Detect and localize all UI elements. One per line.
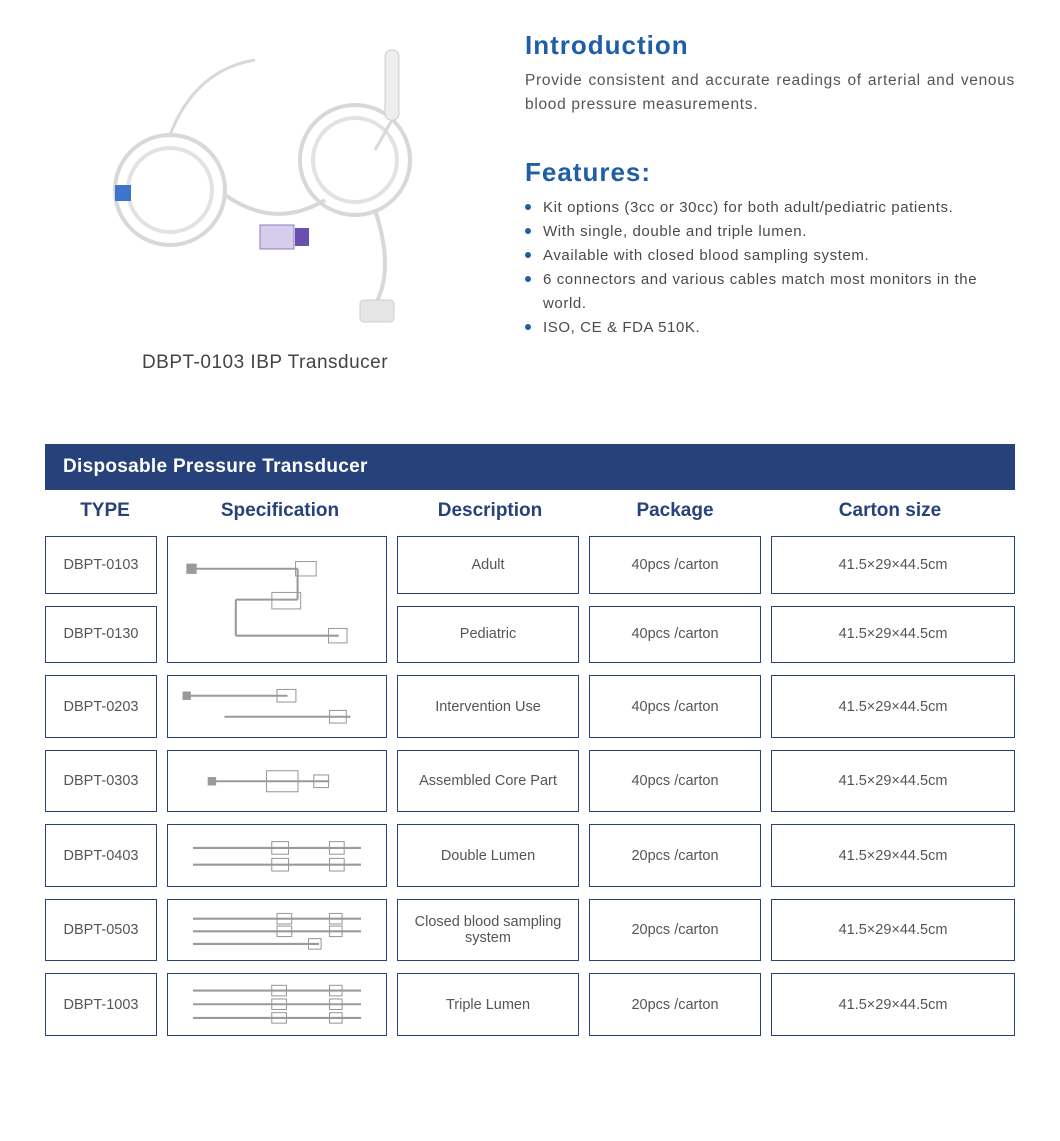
cell-type: DBPT-1003	[45, 973, 157, 1036]
header-spec: Specification	[165, 500, 395, 522]
spec-table: Disposable Pressure Transducer TYPE Spec…	[45, 444, 1015, 1036]
table-row: DBPT-0503 Closed blood sampling system 2…	[45, 899, 1015, 962]
top-section: DBPT-0103 IBP Transducer Introduction Pr…	[45, 30, 1015, 374]
product-sketch-svg	[75, 30, 455, 340]
cell-pkg: 20pcs /carton	[589, 973, 761, 1036]
cell-cart: 41.5×29×44.5cm	[771, 824, 1015, 887]
cell-desc: Adult	[397, 536, 579, 594]
cell-cart: 41.5×29×44.5cm	[771, 750, 1015, 813]
feature-item: ISO, CE & FDA 510K.	[525, 316, 1015, 340]
header-desc: Description	[395, 500, 585, 522]
intro-text: Provide consistent and accurate readings…	[525, 69, 1015, 117]
feature-item: Kit options (3cc or 30cc) for both adult…	[525, 196, 1015, 220]
table-row: DBPT-0403 Double Lumen 20pcs /carton 41.…	[45, 824, 1015, 887]
cell-type: DBPT-0203	[45, 675, 157, 738]
cell-spec-shared	[167, 536, 387, 663]
table-row: DBPT-0203 Intervention Use 40pcs /carton…	[45, 675, 1015, 738]
feature-item: With single, double and triple lumen.	[525, 220, 1015, 244]
spec-diagram-icon	[172, 829, 382, 882]
feature-item: 6 connectors and various cables match mo…	[525, 268, 1015, 316]
table-row: DBPT-0303 Assembled Core Part 40pcs /car…	[45, 750, 1015, 813]
cell-desc: Double Lumen	[397, 824, 579, 887]
feature-item: Available with closed blood sampling sys…	[525, 244, 1015, 268]
cell-pkg: 20pcs /carton	[589, 899, 761, 962]
text-column: Introduction Provide consistent and accu…	[525, 30, 1015, 374]
intro-heading: Introduction	[525, 30, 1015, 61]
header-cart: Carton size	[765, 500, 1015, 522]
cell-type: DBPT-0303	[45, 750, 157, 813]
features-list: Kit options (3cc or 30cc) for both adult…	[525, 196, 1015, 340]
product-image	[75, 30, 455, 340]
cell-desc: Assembled Core Part	[397, 750, 579, 813]
cell-type: DBPT-0103	[45, 536, 157, 594]
cell-cart: 41.5×29×44.5cm	[771, 973, 1015, 1036]
cell-spec	[167, 899, 387, 962]
cell-pkg: 40pcs /carton	[589, 750, 761, 813]
cell-spec	[167, 675, 387, 738]
table-title: Disposable Pressure Transducer	[45, 444, 1015, 490]
spec-diagram-icon	[172, 755, 382, 808]
spec-diagram-icon	[172, 978, 382, 1031]
cell-cart: 41.5×29×44.5cm	[771, 606, 1015, 664]
table-rows: DBPT-0103 DBPT-0130 Adult 40pcs /carton …	[45, 536, 1015, 1036]
cell-spec	[167, 750, 387, 813]
table-headers: TYPE Specification Description Package C…	[45, 490, 1015, 536]
cell-cart: 41.5×29×44.5cm	[771, 899, 1015, 962]
cell-pkg: 40pcs /carton	[589, 675, 761, 738]
cell-spec	[167, 973, 387, 1036]
cell-type: DBPT-0130	[45, 606, 157, 664]
table-row-group: DBPT-0103 DBPT-0130 Adult 40pcs /carton …	[45, 536, 1015, 663]
cell-cart: 41.5×29×44.5cm	[771, 675, 1015, 738]
spec-diagram-icon	[172, 904, 382, 957]
product-caption: DBPT-0103 IBP Transducer	[142, 352, 388, 374]
product-column: DBPT-0103 IBP Transducer	[45, 30, 485, 374]
cell-pkg: 20pcs /carton	[589, 824, 761, 887]
header-pkg: Package	[585, 500, 765, 522]
cell-spec	[167, 824, 387, 887]
table-row: DBPT-1003 Triple Lumen 20pcs /carton 41.…	[45, 973, 1015, 1036]
cell-desc: Pediatric	[397, 606, 579, 664]
cell-desc: Closed blood sampling system	[397, 899, 579, 962]
cell-pkg: 40pcs /carton	[589, 536, 761, 594]
spec-diagram-icon	[174, 543, 380, 656]
cell-type: DBPT-0403	[45, 824, 157, 887]
cell-desc: Intervention Use	[397, 675, 579, 738]
cell-desc: Triple Lumen	[397, 973, 579, 1036]
header-type: TYPE	[45, 500, 165, 522]
features-heading: Features:	[525, 157, 1015, 188]
cell-cart: 41.5×29×44.5cm	[771, 536, 1015, 594]
spec-diagram-icon	[172, 680, 382, 733]
cell-type: DBPT-0503	[45, 899, 157, 962]
cell-pkg: 40pcs /carton	[589, 606, 761, 664]
